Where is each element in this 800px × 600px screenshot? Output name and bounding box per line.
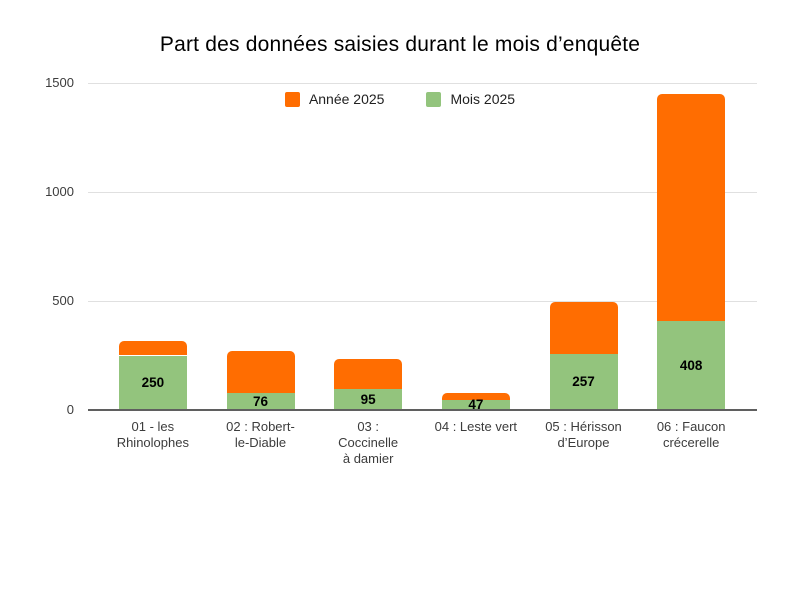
bar-segment-annee-2025 [118, 341, 187, 356]
bar-segment-mois-2025 [657, 321, 726, 410]
bar-segment-mois-2025 [118, 355, 187, 410]
y-tick-label: 0 [66, 402, 74, 417]
bar-segment-mois-2025 [334, 389, 403, 410]
x-category-label: 03 : Coccinelle à damier [338, 419, 399, 466]
bar-segment-mois-2025 [441, 399, 510, 410]
bar-segment-mois-2025 [549, 353, 618, 410]
bar-segment-annee-2025 [549, 301, 618, 354]
y-tick-label: 1500 [45, 75, 74, 90]
bar-segment-annee-2025 [657, 94, 726, 322]
bar-value-label: 408 [679, 357, 703, 373]
gridline [88, 83, 757, 84]
bar-segment-annee-2025 [334, 358, 403, 390]
bar-value-label: 95 [360, 391, 376, 407]
bar-value-label: 257 [572, 373, 595, 389]
legend-label-mois-2025: Mois 2025 [450, 91, 516, 107]
legend-label-annee-2025: Année 2025 [308, 91, 385, 107]
legend-item-mois-2025: Mois 2025 [426, 91, 515, 107]
x-category-label: 01 - les Rhinolophes [116, 419, 189, 450]
x-category-label: 05 : Hérisson d’Europe [545, 419, 622, 450]
bar-value-label: 47 [468, 396, 484, 412]
legend-item-annee-2025: Année 2025 [284, 91, 385, 107]
x-axis-line [88, 409, 757, 411]
legend-swatch-annee-2025-icon [284, 91, 300, 107]
bar-segment-annee-2025 [441, 393, 510, 400]
x-category-label: 04 : Leste vert [434, 419, 518, 434]
gridline [88, 301, 757, 302]
y-tick-label: 1000 [45, 184, 74, 199]
gridline [88, 192, 757, 193]
bar-segment-annee-2025 [226, 350, 295, 394]
chart-legend: Année 2025 Mois 2025 [0, 90, 800, 108]
x-category-label: 02 : Robert-le-Diable [226, 419, 295, 450]
bar-value-label: 250 [141, 374, 165, 390]
chart-title: Part des données saisies durant le mois … [159, 33, 641, 56]
legend-swatch-mois-2025-icon [426, 91, 442, 107]
bar-value-label: 76 [252, 393, 269, 409]
bar-segment-mois-2025 [226, 393, 295, 410]
y-tick-label: 500 [52, 293, 74, 308]
x-category-label: 06 : Faucon crécerelle [656, 419, 726, 450]
